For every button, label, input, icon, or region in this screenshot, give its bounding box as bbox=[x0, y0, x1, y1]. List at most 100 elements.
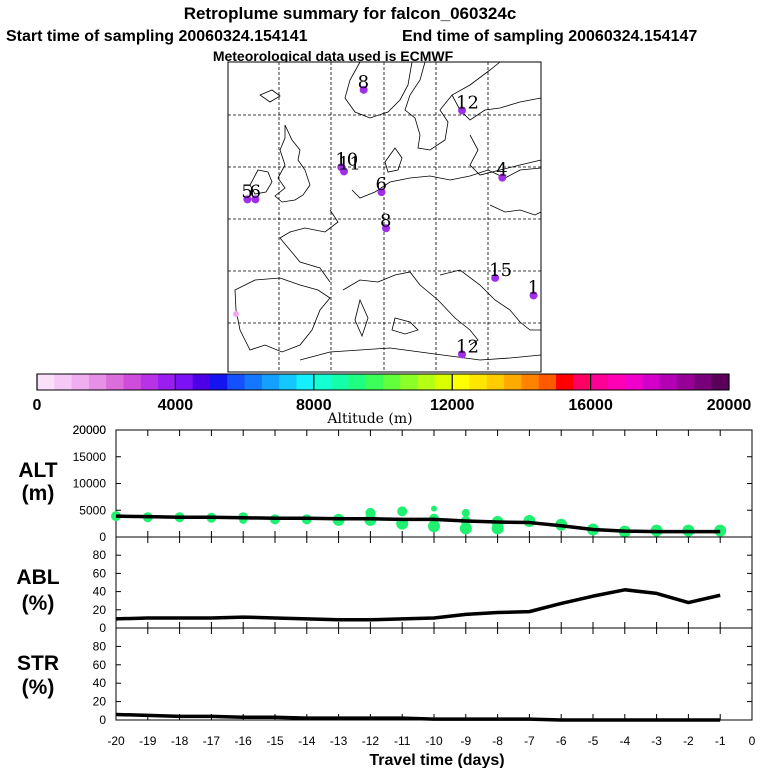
map-label: 1 bbox=[528, 277, 539, 298]
panel-abl: 0 20 40 60 80 ABL (%) bbox=[16, 536, 753, 635]
alt-scatter-point bbox=[461, 508, 470, 517]
map-dot bbox=[377, 188, 386, 197]
colorbar-cell bbox=[210, 374, 228, 390]
x-tick-label: -13 bbox=[330, 734, 348, 748]
y-tick-label: 20000 bbox=[73, 423, 107, 437]
series-line-alt bbox=[115, 514, 721, 534]
x-tick-label: -17 bbox=[203, 734, 221, 748]
figure-title: Retroplume summary for falcon_060324c bbox=[184, 4, 517, 23]
panel-name: STR bbox=[17, 652, 59, 675]
panel-frame bbox=[115, 536, 753, 629]
y-tick-label: 10000 bbox=[73, 477, 107, 491]
colorbar-cell bbox=[573, 374, 592, 390]
x-tick-label: -8 bbox=[492, 734, 503, 748]
y-tick-label: 20 bbox=[93, 695, 107, 709]
colorbar: 0 4000 8000 12000 16000 20000 Altitude (m) bbox=[33, 373, 752, 427]
map-label: 6 bbox=[376, 174, 387, 195]
x-tick-label: -9 bbox=[460, 734, 471, 748]
x-tick-label: -20 bbox=[107, 734, 125, 748]
x-tick-label: -3 bbox=[651, 734, 662, 748]
alt-scatter-point bbox=[431, 505, 437, 512]
x-tick-label: -16 bbox=[235, 734, 253, 748]
colorbar-cell bbox=[504, 374, 522, 390]
colorbar-cell bbox=[417, 374, 436, 390]
map-label: 12 bbox=[456, 336, 479, 357]
colorbar-cell bbox=[244, 374, 263, 390]
y-tick-label: 20 bbox=[93, 603, 107, 617]
map-dot bbox=[339, 167, 348, 176]
panel-name: ALT bbox=[18, 459, 57, 482]
x-tick-label: -14 bbox=[298, 734, 316, 748]
colorbar-tick-label: 12000 bbox=[430, 397, 475, 414]
x-axis-label: Travel time (days) bbox=[369, 752, 504, 768]
y-tick-label: 80 bbox=[93, 639, 107, 653]
colorbar-cell bbox=[590, 374, 609, 390]
colorbar-cell bbox=[140, 374, 159, 390]
map-frame bbox=[227, 61, 542, 373]
map-label: 8 bbox=[380, 210, 391, 231]
map-label: 10 bbox=[335, 149, 358, 170]
panel-name: ABL bbox=[16, 566, 59, 589]
colorbar-cell bbox=[88, 374, 107, 390]
x-tick-label: -5 bbox=[588, 734, 599, 748]
colorbar-cells bbox=[37, 374, 730, 390]
colorbar-cell bbox=[556, 374, 574, 390]
y-tick-label: 40 bbox=[93, 676, 107, 690]
map-label: 12 bbox=[456, 93, 479, 114]
colorbar-cell bbox=[175, 374, 194, 390]
map-label: 8 bbox=[358, 72, 369, 93]
alt-scatter-point bbox=[397, 506, 408, 517]
map-dot bbox=[491, 273, 500, 282]
x-tick-label: -4 bbox=[619, 734, 630, 748]
colorbar-tick-label: 20000 bbox=[707, 397, 752, 414]
alt-scatter-point bbox=[459, 522, 472, 535]
colorbar-tick-label: 4000 bbox=[158, 397, 194, 414]
colorbar-cell bbox=[71, 374, 90, 390]
panel-unit: (m) bbox=[22, 482, 55, 505]
colorbar-ticks: 0 4000 8000 12000 16000 20000 bbox=[33, 374, 752, 414]
colorbar-cell bbox=[469, 374, 488, 390]
colorbar-cell bbox=[677, 374, 695, 390]
x-axis: -20 -19 -18 -17 -16 -15 -14 -13 -12 -11 -10 -9 -8 -7-… bbox=[107, 734, 755, 748]
colorbar-cell bbox=[37, 374, 55, 390]
colorbar-cell bbox=[486, 374, 505, 390]
colorbar-cell bbox=[434, 374, 453, 390]
map-dot bbox=[233, 311, 239, 318]
y-tick-label: 15000 bbox=[73, 450, 107, 464]
panel-unit: (%) bbox=[22, 676, 55, 699]
map-label: 11 bbox=[338, 153, 361, 174]
end-time-label: End time of sampling 20060324.154147 bbox=[402, 28, 697, 45]
colorbar-cell bbox=[521, 374, 540, 390]
series-line-abl bbox=[115, 588, 721, 622]
y-tick-label: 80 bbox=[93, 548, 107, 562]
x-tick-label: -11 bbox=[394, 734, 411, 748]
colorbar-cell bbox=[625, 374, 643, 390]
colorbar-cell bbox=[313, 374, 332, 390]
x-tick-label: -2 bbox=[683, 734, 694, 748]
colorbar-cell bbox=[261, 374, 280, 390]
colorbar-cell bbox=[192, 374, 211, 390]
alt-scatter-point bbox=[428, 520, 440, 533]
colorbar-cell bbox=[452, 374, 470, 390]
y-tick-label: 40 bbox=[93, 585, 107, 599]
colorbar-cell bbox=[54, 374, 73, 390]
panel-unit: (%) bbox=[22, 592, 55, 615]
colorbar-cell bbox=[659, 374, 678, 390]
colorbar-cell bbox=[279, 374, 297, 390]
colorbar-cell bbox=[331, 374, 349, 390]
colorbar-cell bbox=[694, 374, 713, 390]
x-tick-label: -19 bbox=[139, 734, 157, 748]
map-label: 6 bbox=[249, 181, 260, 202]
colorbar-cell bbox=[400, 374, 419, 390]
map-dot bbox=[251, 195, 260, 204]
colorbar-cell bbox=[642, 374, 661, 390]
y-tick-label: 5000 bbox=[79, 503, 106, 517]
colorbar-tick-label: 16000 bbox=[568, 397, 613, 414]
time-series-panels: 0500010000150002000020000ALT(m)020406080… bbox=[16, 423, 753, 727]
colorbar-label: Altitude (m) bbox=[326, 411, 412, 427]
map-label: 5 bbox=[241, 181, 252, 202]
